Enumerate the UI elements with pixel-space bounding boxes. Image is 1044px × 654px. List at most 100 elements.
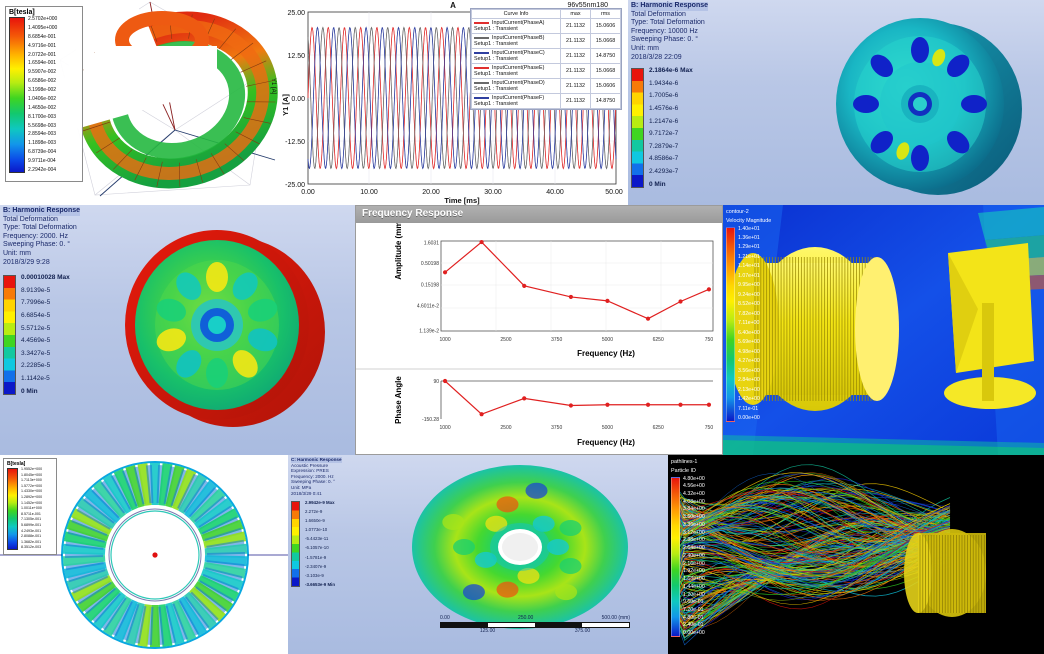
svg-text:-25.00: -25.00	[285, 182, 305, 189]
curve-color-swatch	[474, 52, 489, 54]
legend-value: -3.103e-9	[305, 574, 335, 578]
legend-value: 7.20e-01	[683, 608, 705, 613]
amplitude-xtick: 750	[705, 337, 714, 343]
amplitude-point	[605, 299, 609, 303]
phase-xtick: 1000	[439, 425, 450, 431]
legend-value: 4.56e+00	[683, 484, 705, 489]
legend-value: 4.80e-01	[683, 616, 705, 621]
phase-point	[522, 396, 526, 400]
amplitude-ytick: 1.6031	[424, 241, 440, 247]
phase-point	[569, 403, 573, 407]
legend-value: 7.11e+00	[738, 321, 760, 326]
legend-value: 2.8594e-003	[28, 132, 57, 137]
phase-xtick: 6250	[653, 425, 664, 431]
legend-value: 1.4095e+000	[28, 26, 57, 31]
legend-value: 1.92e+00	[683, 569, 705, 574]
legend-value: 9.24e+00	[738, 293, 760, 298]
legend-value: 3.56e+00	[738, 369, 760, 374]
legend-value: 5.5712e-5	[21, 326, 70, 333]
legend-value: 4.9716e-001	[28, 44, 57, 49]
fluent-legend-title-1: contour-2	[726, 209, 771, 216]
legend-value: 1.4650e-002	[28, 106, 57, 111]
curve-info-row: InputCurrent(PhaseE) Setup1 : Transient 21…	[472, 64, 621, 79]
acoustic-scalebar: 0.00 250.00 500.00 (mm) 125.00 375.00	[440, 615, 630, 634]
legend-value: 8.5711e-001	[21, 513, 42, 517]
legend-value: 8.52e+00	[738, 302, 760, 307]
svg-text:10.00: 10.00	[360, 189, 378, 196]
curve-max: 21.1132	[561, 64, 591, 79]
svg-text:-12.50: -12.50	[285, 139, 305, 146]
legend-value: 7.2879e-7	[649, 144, 693, 151]
legend-value: 1.8045e+000	[21, 474, 42, 478]
legend-value: 9.7172e-7	[649, 131, 693, 138]
phase-xtick: 750	[705, 425, 714, 431]
curve-info-table: Curve Info max rms InputCurrent(PhaseA) S…	[470, 8, 622, 110]
legend-value: 2.40e+00	[683, 554, 705, 559]
curve-rms: 15.0668	[591, 34, 621, 49]
legend-value: 1.07e+01	[738, 274, 760, 279]
legend-value: 1.6594e-001	[28, 61, 57, 66]
amplitude-xtick: 1000	[439, 337, 450, 343]
fluent-velocity-colorbar	[726, 227, 735, 422]
curve-info-row: InputCurrent(PhaseB) Setup1 : Transient 21…	[472, 34, 621, 49]
pressure-lobe	[547, 539, 569, 555]
curve-info-row: InputCurrent(PhaseC) Setup1 : Transient 21…	[472, 49, 621, 64]
curve-info-col-rms: rms	[591, 10, 621, 19]
flux2-colorbar	[7, 468, 18, 550]
legend-value: 5.69e+00	[738, 340, 760, 345]
curve-max: 21.1132	[561, 19, 591, 34]
amplitude-point	[522, 284, 526, 288]
legend-value: 1.0011e+000	[21, 507, 42, 511]
legend-value: 1.14e+01	[738, 264, 760, 269]
harmonic-b2-colorbar	[3, 275, 16, 395]
legend-value: 1.1452e+000	[21, 502, 42, 506]
phase-point	[605, 403, 609, 407]
pressure-lobe	[463, 584, 485, 600]
legend-value: 3.36e+00	[683, 523, 705, 528]
pressure-lobe	[560, 520, 582, 536]
frequency-response-titlebar: Frequency Response	[356, 206, 722, 223]
legend-value: 2.13e+00	[738, 388, 760, 393]
svg-text:0.00: 0.00	[301, 189, 315, 196]
curve-setup: Setup1 : Transient	[474, 41, 558, 47]
svg-text:50.00: 50.00	[605, 189, 623, 196]
maxwell-2d-flux-legend: B[tesla] 1.9552e+000 1.8045e+000 1.7113e+0…	[3, 458, 57, 555]
phase-xtick: 2500	[500, 425, 511, 431]
legend-value: 1.7005e-6	[649, 93, 693, 100]
amplitude-xtick: 3750	[551, 337, 562, 343]
amplitude-ytick: 0.15198	[421, 282, 439, 288]
legend-value: 6.6854e-5	[21, 313, 70, 320]
legend-value: 1.9434e-6	[649, 81, 693, 88]
curve-color-swatch	[474, 97, 489, 99]
amplitude-point	[479, 240, 483, 244]
legend-value: 4.80e+00	[683, 477, 705, 482]
legend-value: -6.1057e-10	[305, 546, 335, 550]
curve-setup: Setup1 : Transient	[474, 86, 558, 92]
flux-legend-values: 2.5702e+000 1.4095e+000 8.6854e-001 4.9716e…	[28, 17, 57, 173]
curve-info-row: InputCurrent(PhaseA) Setup1 : Transient 21…	[472, 19, 621, 34]
svg-text:12.50: 12.50	[287, 53, 305, 60]
legend-value: 4.32e+00	[683, 492, 705, 497]
legend-value: 7.1305e-001	[21, 518, 42, 522]
legend-value: 0.00e+00	[683, 631, 705, 636]
phase-x-label: Frequency (Hz)	[577, 438, 635, 447]
legend-value: 1.4576e-6	[649, 106, 693, 113]
pathlines-colorbar	[671, 477, 680, 637]
legend-value: 2.4293e-7	[649, 169, 693, 176]
legend-value: 1.6650e-9	[305, 519, 335, 523]
harmonic-b-legend-values: 2.1864e-6 Max 1.9434e-6 1.7005e-6 1.4576e-6…	[649, 68, 693, 188]
legend-value: 8.1700e-003	[28, 115, 57, 120]
phase-point	[707, 403, 711, 407]
legend-value: -1.5781e-9	[305, 556, 335, 560]
phase-xtick: 3750	[551, 425, 562, 431]
legend-value: 6.6586e-002	[28, 79, 57, 84]
legend-value: 3.3427e-5	[21, 351, 70, 358]
panel-harmonic-response-10000hz: B: Harmonic Response Total Deformation Typ…	[628, 0, 1044, 205]
curve-max: 21.1132	[561, 34, 591, 49]
legend-value: 1.2147e-6	[649, 119, 693, 126]
legend-value: -5.4423e-11	[305, 537, 335, 541]
svg-text:40.00: 40.00	[546, 189, 564, 196]
legend-value: 1.29e+01	[738, 245, 760, 250]
curve-max: 21.1132	[561, 94, 591, 109]
legend-value: 1.21e+01	[738, 255, 760, 260]
